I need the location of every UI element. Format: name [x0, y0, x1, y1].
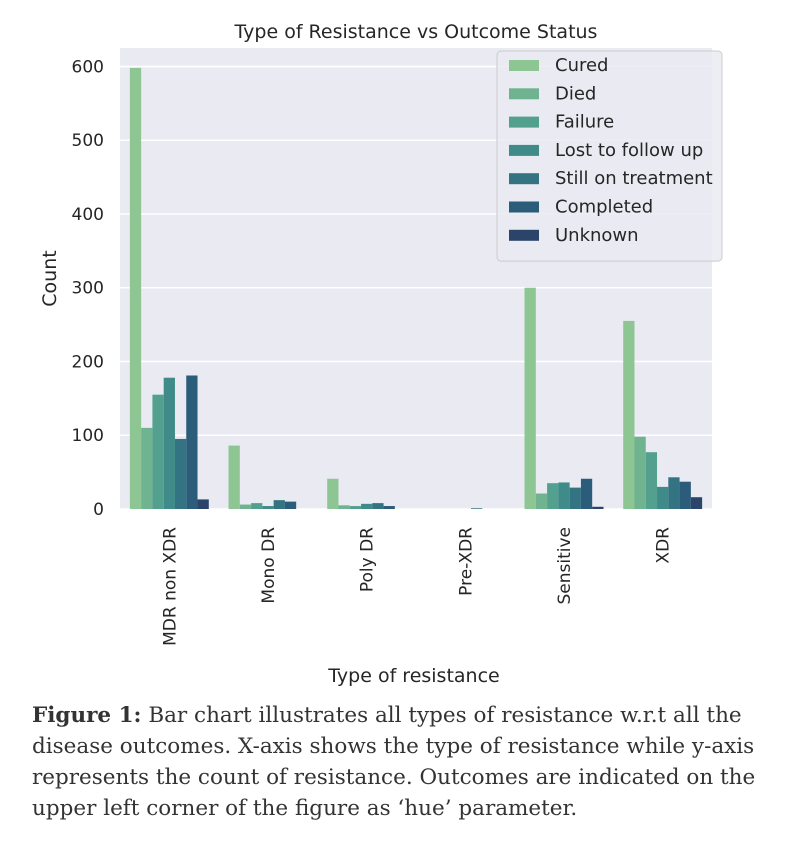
- y-tick-label: 600: [72, 57, 104, 77]
- x-tick-label: Poly DR: [358, 527, 378, 592]
- bar: [228, 445, 240, 509]
- bar: [327, 478, 339, 509]
- y-axis-label: Count: [39, 250, 61, 306]
- y-axis-ticks: 0 100 200 300 400 500 600: [72, 57, 104, 520]
- x-axis-ticks: MDR non XDR Mono DR Poly DR Pre-XDR Sensitiv…: [160, 527, 673, 646]
- legend-label: Died: [555, 83, 596, 104]
- bar: [372, 503, 384, 509]
- legend-swatch: [509, 201, 539, 213]
- bar: [679, 481, 691, 509]
- bar: [569, 487, 581, 509]
- bar: [623, 320, 635, 509]
- x-tick-label: XDR: [654, 527, 674, 564]
- legend-swatch: [509, 60, 539, 71]
- bar: [668, 477, 680, 509]
- x-tick-label: MDR non XDR: [160, 527, 180, 646]
- x-tick-label: Sensitive: [555, 527, 575, 605]
- bar: [535, 493, 548, 509]
- legend-label: Still on treatment: [555, 168, 713, 189]
- caption-text: Bar chart illustrates all types of resis…: [32, 703, 756, 821]
- bar: [163, 377, 175, 509]
- bar: [524, 287, 536, 509]
- bar: [349, 506, 362, 509]
- y-tick-label: 0: [93, 500, 104, 520]
- y-tick-label: 300: [72, 279, 104, 299]
- bar: [141, 427, 153, 509]
- bar: [239, 504, 252, 509]
- bar: [657, 486, 669, 509]
- bar: [361, 503, 373, 509]
- bar: [262, 506, 274, 509]
- caption-label: Figure 1:: [32, 703, 142, 728]
- bar: [645, 452, 658, 509]
- legend: Cured Died Failure Lost to follow up Still o…: [496, 50, 723, 262]
- y-tick-label: 200: [72, 352, 104, 372]
- legend-swatch: [509, 173, 539, 185]
- bar: [470, 508, 483, 509]
- bars: [129, 67, 703, 510]
- x-tick-label: Mono DR: [259, 527, 279, 604]
- legend-label: Cured: [555, 55, 608, 76]
- bar: [174, 438, 187, 509]
- legend-swatch: [509, 144, 539, 156]
- legend-label: Completed: [555, 197, 653, 218]
- legend-label: Failure: [555, 112, 614, 133]
- bar: [129, 67, 142, 510]
- bar: [338, 505, 350, 509]
- bar: [634, 436, 646, 509]
- bar: [690, 497, 703, 509]
- legend-frame: [496, 50, 723, 262]
- legend-swatch: [509, 116, 539, 128]
- chart-title: Type of Resistance vs Outcome Status: [234, 21, 598, 43]
- y-tick-label: 400: [72, 205, 104, 225]
- y-tick-label: 100: [72, 426, 104, 446]
- legend-swatch: [509, 88, 539, 100]
- figure-caption: Figure 1: Bar chart illustrates all type…: [32, 700, 792, 824]
- x-axis-label: Type of resistance: [327, 665, 499, 687]
- bar: [558, 482, 570, 509]
- legend-label: Unknown: [555, 225, 639, 246]
- bar: [580, 478, 593, 509]
- bar: [547, 483, 559, 509]
- y-tick-label: 500: [72, 131, 104, 151]
- bar: [197, 499, 209, 509]
- bar: [284, 501, 297, 509]
- bar-chart: 0 100 200 300 400 500 600 MDR non XDR Mono DR Po…: [39, 21, 723, 687]
- bar: [186, 375, 198, 509]
- bar: [273, 500, 285, 509]
- bar: [251, 503, 263, 509]
- legend-label: Lost to follow up: [555, 140, 703, 161]
- legend-swatch: [509, 229, 539, 241]
- bar: [592, 506, 604, 509]
- bar: [383, 506, 395, 509]
- x-tick-label: Pre-XDR: [456, 527, 476, 596]
- bar: [152, 394, 164, 509]
